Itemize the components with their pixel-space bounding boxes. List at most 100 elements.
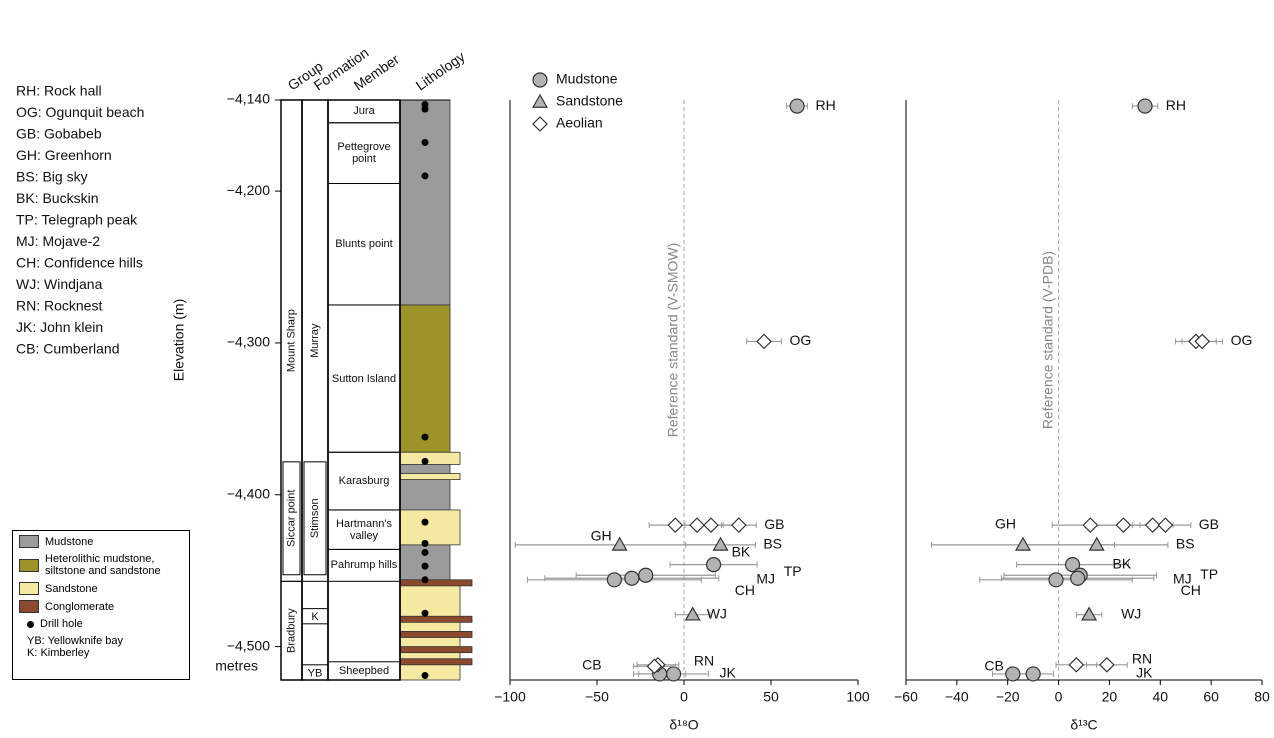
point-label: MJ [1173,570,1192,586]
abbreviation: RN: Rocknest [16,298,102,314]
data-point [613,538,627,550]
abbreviation: CB: Cumberland [16,341,120,357]
data-point [1100,658,1114,672]
column-frame [302,100,328,680]
member-label: Jura [330,99,398,123]
column-header: Lithology [413,48,468,93]
member-label: Karasburg [330,469,398,493]
abbreviation: RH: Rock hall [16,83,102,99]
drill-hole [422,519,429,526]
point-label: GB [1199,516,1219,532]
reference-label: Reference standard (V-PDB) [1039,251,1055,429]
point-label: GH [995,516,1016,532]
member-label: Sheepbed [330,659,398,683]
abbreviation: BS: Big sky [16,169,88,185]
data-point [1026,667,1040,681]
legend-marker [533,95,547,107]
figure: Elevation (m) metres RH: Rock hallOG: Og… [0,0,1274,738]
point-label: OG [789,332,811,348]
unit-label: Murray [309,323,321,358]
y-tick-label: −4,400 [227,485,270,501]
data-point [1083,518,1097,532]
unit-label: Stimson [309,498,321,538]
point-label: CH [735,582,755,598]
drill-hole [422,172,429,179]
data-point [1071,571,1085,585]
x-axis-label: δ¹⁸O [669,717,698,733]
point-label: BS [1176,536,1195,552]
legend-entry: Sandstone [19,582,183,595]
data-point [707,558,721,572]
data-point [1069,658,1083,672]
lithology-bed [400,580,472,586]
y-axis-label: Elevation (m) [171,299,187,381]
drill-hole [422,672,429,679]
point-label: RN [1132,651,1152,667]
legend-note: K: Kimberley [27,647,183,659]
data-point [686,608,700,620]
x-tick-label: 20 [1102,689,1118,705]
legend-entry: Drill hole [27,618,183,630]
data-point [1006,667,1020,681]
data-point [704,518,718,532]
point-label: TP [784,563,802,579]
point-label: WJ [707,605,727,621]
unit-label: Siccar point [285,490,297,547]
unit-label: K [311,611,319,623]
data-point [607,573,621,587]
legend-entry: Heterolithic mudstone, siltstone and san… [19,553,183,577]
data-point [732,518,746,532]
x-tick-label: 0 [680,689,688,705]
unit-label: Mount Sharp [285,309,297,372]
lithology-bed [400,616,472,622]
point-label: BK [732,543,751,559]
y-tick-label: −4,300 [227,334,270,350]
lithology-bed [400,452,460,464]
data-point [757,334,771,348]
point-label: GB [764,516,784,532]
drill-hole [422,540,429,547]
drill-hole [422,549,429,556]
abbreviation: OG: Ogunquit beach [16,104,144,120]
x-tick-label: 0 [1055,689,1063,705]
legend-swatch [19,582,39,595]
point-label: OG [1231,332,1253,348]
point-label: BS [763,536,782,552]
member-label: Pettegrove point [330,141,398,165]
data-point [714,538,728,550]
point-label: MJ [756,570,775,586]
point-label: BK [1113,555,1132,571]
abbreviation: TP: Telegraph peak [16,212,138,228]
legend-label: Drill hole [40,618,83,630]
point-label: RH [1166,97,1186,113]
y-tick-label: −4,140 [227,91,270,107]
data-point [639,568,653,582]
legend-label: Conglomerate [45,601,114,613]
x-tick-label: 80 [1254,689,1270,705]
point-label: WJ [1121,605,1141,621]
data-point [790,99,804,113]
x-tick-label: 60 [1203,689,1219,705]
unit-label: YB [308,667,323,679]
lithology-bed [400,510,460,545]
point-label: RN [694,653,714,669]
x-tick-label: −100 [494,689,526,705]
point-label: GH [591,528,612,544]
point-label: RH [816,97,836,113]
point-label: TP [1200,566,1218,582]
member-label: Sutton Island [330,367,398,391]
member-label: Blunts point [330,232,398,256]
data-point [1082,608,1096,620]
abbreviation: GB: Gobabeb [16,126,102,142]
lithology-legend: MudstoneHeterolithic mudstone, siltstone… [12,530,190,680]
data-point [1016,538,1030,550]
drill-hole [422,576,429,583]
abbreviation: CH: Confidence hills [16,255,143,271]
abbreviation: JK: John klein [16,319,103,335]
legend-label: Aeolian [556,115,603,131]
unit-label: Bradbury [285,608,297,653]
data-point [1116,518,1130,532]
legend-label: Mudstone [556,71,618,87]
legend-marker [533,73,547,87]
legend-label: Sandstone [556,93,623,109]
